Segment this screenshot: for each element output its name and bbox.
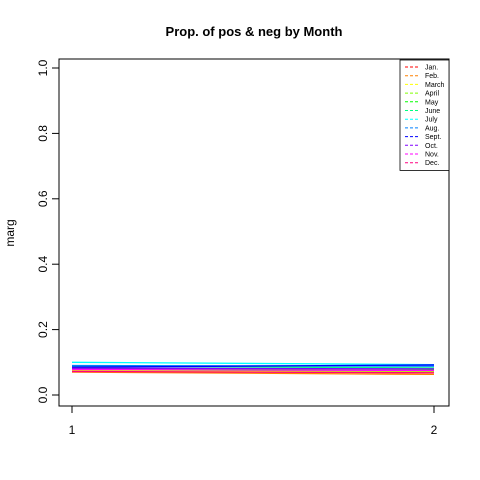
legend-label: Feb. [425,73,439,80]
series-lines [71,361,435,376]
legend-label: March [425,82,445,89]
series-line-dec [71,370,435,374]
legend-label: July [425,117,438,124]
legend-label: Nov. [425,152,439,159]
y-tick-label: 0.2 [36,321,50,338]
chart-title: Prop. of pos & neg by Month [166,24,343,39]
legend-label: Aug. [425,125,439,132]
legend-label: June [425,108,440,115]
legend-label: May [425,99,439,106]
y-tick-label: 0.4 [36,256,50,273]
legend-label: Oct. [425,143,438,150]
y-tick-label: 0.6 [36,190,50,207]
legend-label: Jan. [425,65,438,72]
legend-label: Sept. [425,134,441,141]
series-line-feb [71,371,435,376]
x-tick-label: 1 [69,423,76,437]
series-line-july [71,361,435,366]
legend-label: April [425,91,439,98]
y-tick-label: 1.0 [36,59,50,76]
plot-box [58,58,450,407]
legend-box [399,59,450,171]
series-line-march [71,369,435,373]
legend-label: Dec. [425,160,439,167]
x-tick-label: 2 [431,423,438,437]
series-line-sept [71,364,435,368]
y-axis-label: marg [3,219,17,246]
y-tick-label: 0.8 [36,125,50,142]
axes: 0.0 0.2 0.4 0.6 0.8 1.0 1 2 [36,59,437,437]
series-line-nov [71,368,435,372]
series-line-oct [71,367,435,370]
y-tick-label: 0.0 [36,386,50,403]
